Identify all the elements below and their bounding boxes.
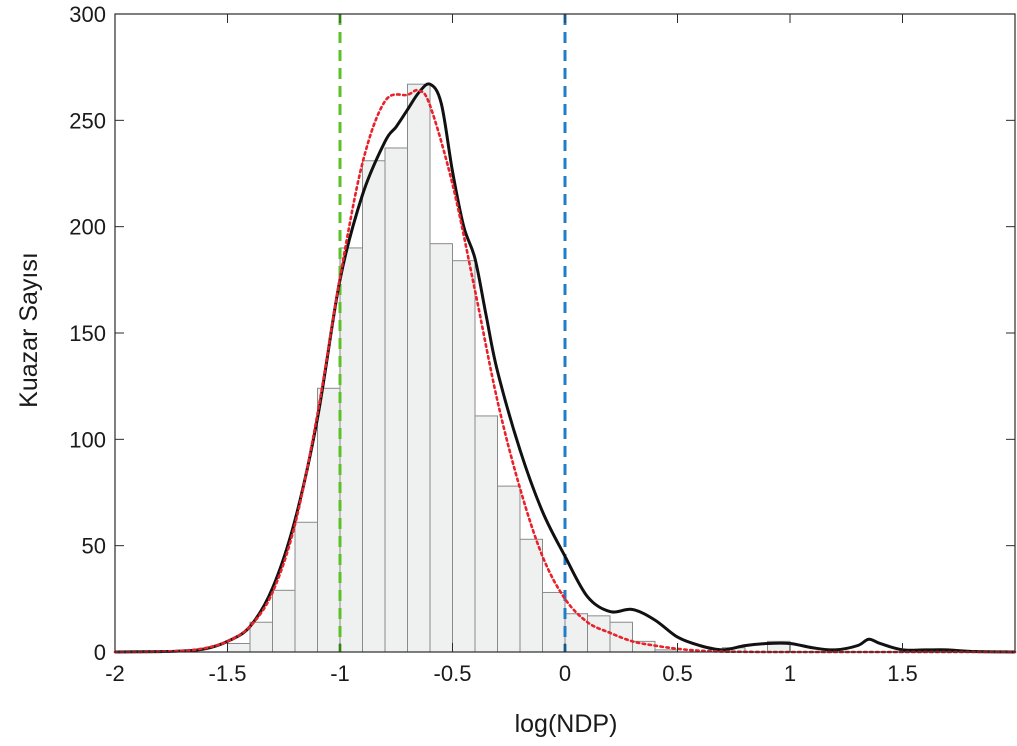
histogram-bar xyxy=(272,589,296,653)
histogram-bar xyxy=(362,160,386,653)
y-tick-label: 100 xyxy=(69,427,106,452)
y-tick-label: 250 xyxy=(69,108,106,133)
fit-curves xyxy=(113,82,1017,654)
histogram-bar xyxy=(227,642,251,653)
histogram-bar xyxy=(294,521,318,653)
histogram-bar xyxy=(587,615,611,653)
y-tick-label: 300 xyxy=(69,2,106,27)
histogram-bar xyxy=(542,591,566,653)
y-tick-label: 0 xyxy=(94,640,106,665)
y-tick-label: 200 xyxy=(69,215,106,240)
histogram-bar xyxy=(519,538,543,653)
gaussian-fit-curve xyxy=(113,88,1017,654)
histogram-bar xyxy=(249,621,273,653)
histogram-bar xyxy=(474,415,498,653)
histogram-bar xyxy=(317,387,341,653)
histogram-bar xyxy=(452,260,476,653)
x-tick-label: 0 xyxy=(559,661,571,686)
y-axis-label: Kuazar Sayısı xyxy=(15,252,43,408)
histogram-bar xyxy=(497,485,521,653)
histogram-bar xyxy=(384,147,408,653)
histogram-bars xyxy=(227,83,948,653)
y-tick-labels: 0 50 100 150 200 250 300 xyxy=(69,2,106,665)
x-tick-label: 1.5 xyxy=(887,661,918,686)
axis-ticks xyxy=(114,13,1015,653)
y-tick-label: 50 xyxy=(82,534,106,559)
histogram-bar xyxy=(429,243,453,653)
reference-lines xyxy=(338,14,567,652)
y-tick-label: 150 xyxy=(69,321,106,346)
x-tick-label: -1 xyxy=(330,661,350,686)
x-tick-label: 1 xyxy=(784,661,796,686)
x-tick-labels: -2 -1.5 -1 -0.5 0 0.5 1 1.5 xyxy=(105,661,918,686)
x-axis-label: log(NDP) xyxy=(515,710,618,738)
x-tick-label: -1.5 xyxy=(209,661,247,686)
x-tick-label: -0.5 xyxy=(434,661,472,686)
histogram-bar xyxy=(407,83,431,653)
histogram-bar xyxy=(339,247,363,653)
density-curve xyxy=(114,82,1016,654)
x-tick-label: -2 xyxy=(105,661,125,686)
x-tick-label: 0.5 xyxy=(662,661,693,686)
